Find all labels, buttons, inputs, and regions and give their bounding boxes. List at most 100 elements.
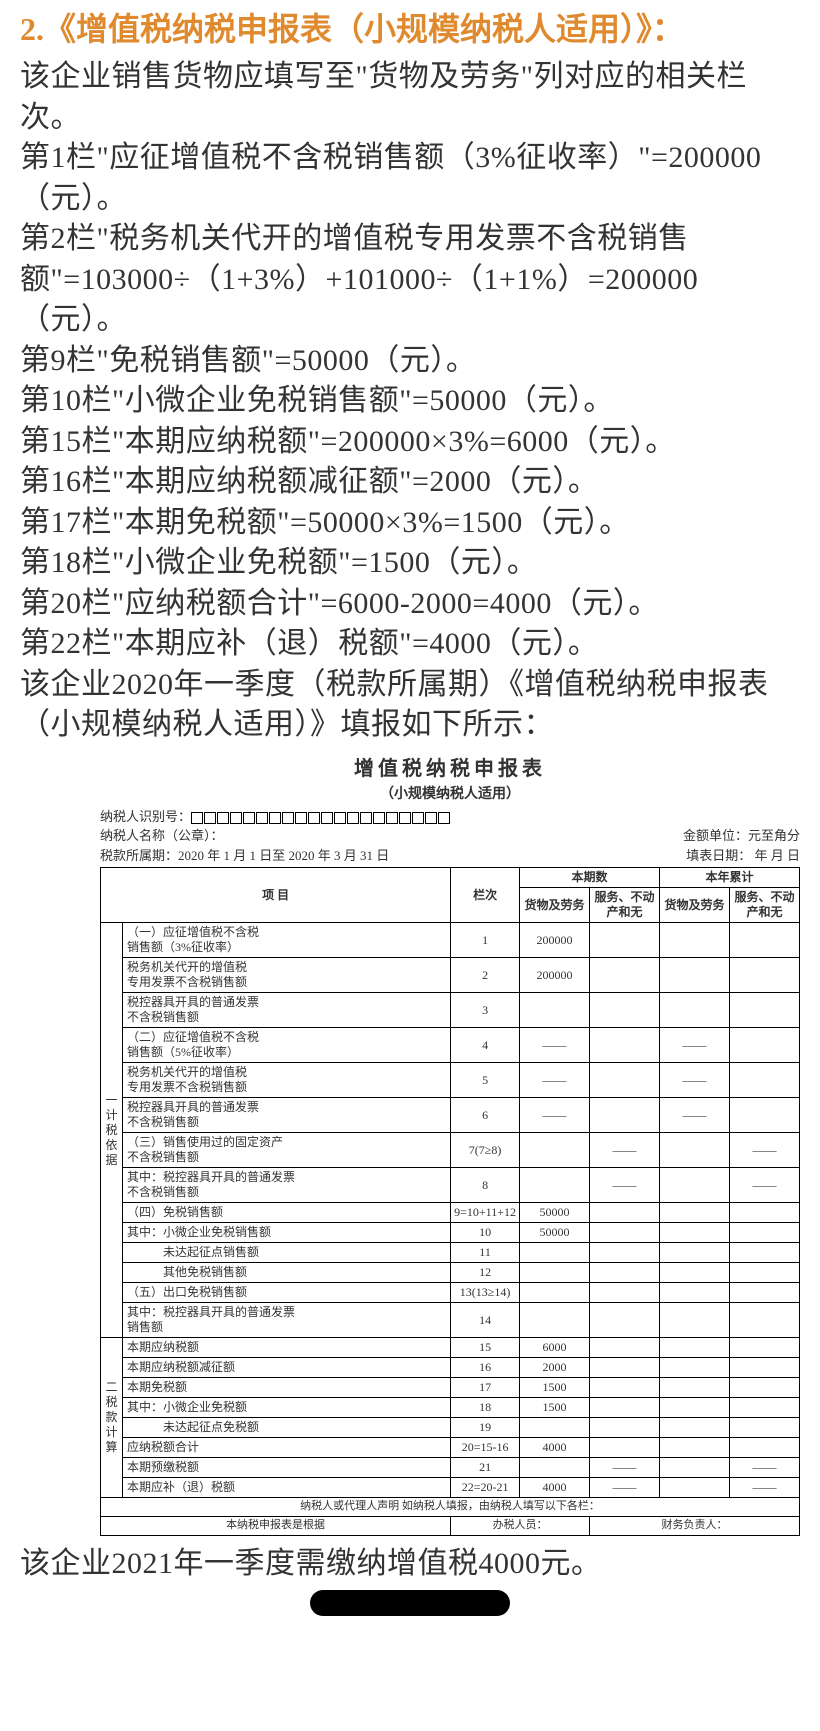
cell: 200000 <box>520 923 590 958</box>
row-col: 12 <box>451 1263 520 1283</box>
cell <box>730 1063 800 1098</box>
table-footer-row: 纳税人或代理人声明 如纳税人填报，由纳税人填写以下各栏： <box>101 1498 800 1517</box>
cell <box>730 923 800 958</box>
body-paragraph: 第15栏"本期应纳税额"=200000×3%=6000（元）。 <box>20 422 800 463</box>
body-paragraph: 第16栏"本期应纳税额减征额"=2000（元）。 <box>20 462 800 503</box>
cell: 4000 <box>520 1478 590 1498</box>
row-label: 其他免税销售额 <box>123 1263 451 1283</box>
cell <box>660 1203 730 1223</box>
cell <box>520 1303 590 1338</box>
footer-cell: 办税人员： <box>451 1516 590 1535</box>
table-row: 未达起征点免税额19 <box>101 1418 800 1438</box>
cell <box>590 1243 660 1263</box>
meta-unit: 金额单位：元至角分 <box>683 826 800 846</box>
section-label-2: 二税款计算 <box>101 1338 123 1498</box>
cell <box>730 1358 800 1378</box>
cell <box>520 993 590 1028</box>
meta-filldate-value: 年 月 日 <box>754 848 800 863</box>
row-label: （一）应征增值税不含税 销售额（3%征收率） <box>123 923 451 958</box>
table-row: 本期应纳税额减征额162000 <box>101 1358 800 1378</box>
cell: —— <box>730 1133 800 1168</box>
row-col: 15 <box>451 1338 520 1358</box>
hdr-col: 栏次 <box>451 868 520 923</box>
cell <box>660 1133 730 1168</box>
cell <box>660 1398 730 1418</box>
body-paragraph: 第9栏"免税销售额"=50000（元）。 <box>20 341 800 382</box>
cell <box>590 1358 660 1378</box>
cell <box>590 923 660 958</box>
table-row: 二税款计算本期应纳税额156000 <box>101 1338 800 1358</box>
cell <box>730 958 800 993</box>
footer-cell: 财务负责人： <box>590 1516 800 1535</box>
tax-table: 项 目 栏次 本期数 本年累计 货物及劳务 服务、不动产和无 货物及劳务 服务、… <box>100 867 800 1536</box>
row-col: 20=15-16 <box>451 1438 520 1458</box>
cell <box>660 1243 730 1263</box>
hdr-ytd: 本年累计 <box>660 868 800 888</box>
cell <box>590 1223 660 1243</box>
cell <box>660 1418 730 1438</box>
row-label: （三）销售使用过的固定资产 不含税销售额 <box>123 1133 451 1168</box>
row-col: 10 <box>451 1223 520 1243</box>
cell <box>590 1418 660 1438</box>
row-col: 8 <box>451 1168 520 1203</box>
cell <box>590 1378 660 1398</box>
cell: 200000 <box>520 958 590 993</box>
cell <box>660 1223 730 1243</box>
cell <box>660 1338 730 1358</box>
cell: 6000 <box>520 1338 590 1358</box>
table-row: 其中：税控器具开具的普通发票 不含税销售额8———— <box>101 1168 800 1203</box>
cell <box>730 993 800 1028</box>
footer-cell: 本纳税申报表是根据 <box>101 1516 451 1535</box>
row-label: 其中：税控器具开具的普通发票 不含税销售额 <box>123 1168 451 1203</box>
body-paragraph: 第18栏"小微企业免税额"=1500（元）。 <box>20 543 800 584</box>
cell: 4000 <box>520 1438 590 1458</box>
cell: 50000 <box>520 1203 590 1223</box>
cell <box>660 1303 730 1338</box>
row-col: 13(13≥14) <box>451 1283 520 1303</box>
row-label: 其中：税控器具开具的普通发票 销售额 <box>123 1303 451 1338</box>
table-row: 本期免税额171500 <box>101 1378 800 1398</box>
section-heading: 2.《增值税纳税申报表（小规模纳税人适用）》： <box>20 8 800 51</box>
row-col: 5 <box>451 1063 520 1098</box>
row-col: 21 <box>451 1458 520 1478</box>
row-col: 9=10+11+12 <box>451 1203 520 1223</box>
cell <box>730 1378 800 1398</box>
cell <box>660 923 730 958</box>
table-row: 其他免税销售额12 <box>101 1263 800 1283</box>
row-col: 17 <box>451 1378 520 1398</box>
body-paragraph: 该企业2020年一季度（税款所属期）《增值税纳税申报表（小规模纳税人适用）》填报… <box>20 665 800 746</box>
cell <box>730 1223 800 1243</box>
row-label: 本期应纳税额减征额 <box>123 1358 451 1378</box>
closing-para: 该企业2021年一季度需缴纳增值税4000元。 <box>20 1544 800 1585</box>
row-col: 14 <box>451 1303 520 1338</box>
body-paragraph: 该企业销售货物应填写至"货物及劳务"列对应的相关栏次。 <box>20 57 800 138</box>
table-footer-row: 本纳税申报表是根据办税人员：财务负责人： <box>101 1516 800 1535</box>
cell: —— <box>730 1168 800 1203</box>
hdr-item: 项 目 <box>101 868 451 923</box>
cell <box>520 1283 590 1303</box>
row-col: 4 <box>451 1028 520 1063</box>
row-label: 税务机关代开的增值税 专用发票不含税销售额 <box>123 1063 451 1098</box>
cell <box>730 1028 800 1063</box>
body-paragraph: 第10栏"小微企业免税销售额"=50000（元）。 <box>20 381 800 422</box>
row-label: 其中：小微企业免税销售额 <box>123 1223 451 1243</box>
cell <box>590 1398 660 1418</box>
cell: —— <box>590 1458 660 1478</box>
table-row: （二）应征增值税不含税 销售额（5%征收率）4———— <box>101 1028 800 1063</box>
row-label: （五）出口免税销售额 <box>123 1283 451 1303</box>
cell <box>730 1283 800 1303</box>
row-label: 本期应纳税额 <box>123 1338 451 1358</box>
row-col: 3 <box>451 993 520 1028</box>
cell <box>730 1098 800 1133</box>
meta-period-value: 2020 年 1 月 1 日至 2020 年 3 月 31 日 <box>178 846 389 866</box>
table-row: 税控器具开具的普通发票 不含税销售额6———— <box>101 1098 800 1133</box>
table-row: 税务机关代开的增值税 专用发票不含税销售额5———— <box>101 1063 800 1098</box>
table-row: 本期应补（退）税额22=20-214000———— <box>101 1478 800 1498</box>
cell <box>520 1133 590 1168</box>
cell <box>660 1358 730 1378</box>
hdr-current: 本期数 <box>520 868 660 888</box>
table-row: （四）免税销售额9=10+11+1250000 <box>101 1203 800 1223</box>
cell <box>730 1303 800 1338</box>
cell <box>590 1338 660 1358</box>
cell: —— <box>660 1063 730 1098</box>
